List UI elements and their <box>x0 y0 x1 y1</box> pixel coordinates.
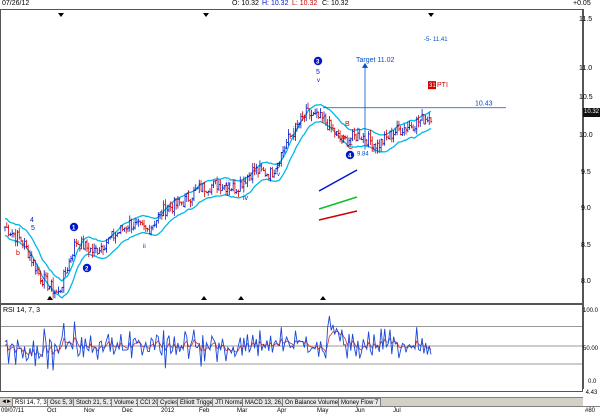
month-label: Mar <box>237 408 248 414</box>
price-tick: 8.0 <box>581 278 591 285</box>
price-tick: 11.5 <box>579 16 593 23</box>
wave-a-label: a <box>40 278 44 284</box>
wave-B-label: B <box>345 121 350 128</box>
month-label: May <box>317 408 329 414</box>
price-tick: 10.5 <box>579 94 593 101</box>
top-marker-icon <box>58 13 64 17</box>
pti-value: 31 <box>429 83 436 89</box>
wave-iii-label: iii <box>226 181 231 188</box>
price-chart: 10.43 Target 11.02 9.84 -5- 11.41 31 PTI 1 2 3 4 4… <box>3 13 506 302</box>
target-arrow-head <box>362 62 368 68</box>
month-label: 2012 <box>161 408 175 414</box>
trend-line-green <box>318 196 358 210</box>
bottom-marker-icon <box>238 296 244 300</box>
pti-label: PTI <box>437 82 448 89</box>
wave-iv-label: iv <box>243 195 249 202</box>
bottom-marker-icon <box>201 296 207 300</box>
wave-3-label: 3 <box>276 163 280 170</box>
price-tick: 9.5 <box>581 169 591 176</box>
wave-1-circle: 1 <box>72 226 76 232</box>
wave-3-circle: 3 <box>316 60 320 66</box>
target-label: Target 11.02 <box>356 57 395 64</box>
tab-scroll-right-icon[interactable]: ► <box>6 399 12 405</box>
rsi-chart <box>1 315 582 371</box>
wave-2-circle-bg <box>82 263 92 273</box>
lower-band-line <box>4 120 432 299</box>
wave-iii-label-2: iii <box>293 127 298 134</box>
rsi-current-value: 4.43 <box>585 390 598 396</box>
rsi-tick: 100.0 <box>583 308 599 314</box>
rsi-axis: 100.0 50.00 0.0 <box>583 304 600 392</box>
trend-line-blue <box>318 169 358 192</box>
rsi-line <box>4 315 432 371</box>
month-label: Apr <box>277 408 287 414</box>
wave-3-circle-bg <box>313 56 323 66</box>
resistance-label: 10.43 <box>475 101 493 108</box>
wave-1-circle-bg <box>69 222 79 232</box>
wave-C-label: C <box>348 144 353 151</box>
header-close: C: 10.32 <box>322 0 349 7</box>
month-label: Jun <box>355 408 365 414</box>
month-label: Nov <box>84 408 95 414</box>
wave-4-circle: 4 <box>348 154 352 160</box>
top-marker-icon <box>428 13 434 17</box>
top-marker-icon <box>203 13 209 17</box>
rsi-tick: 50.00 <box>583 346 599 352</box>
month-label: Jul <box>393 408 401 414</box>
rsi-value-box: 4.43 <box>583 389 600 397</box>
rsi-pane[interactable]: RSI 14, 7, 3 <box>0 304 583 392</box>
alt-target-label: -5- 11.41 <box>424 37 448 43</box>
header-low: L: 10.32 <box>292 0 318 7</box>
wave-5-label-2: 5 <box>316 69 320 76</box>
month-label: Dec <box>122 408 133 414</box>
month-label: Oct <box>47 408 57 414</box>
bottom-marker-icon <box>47 296 53 300</box>
wave-2-circle: 2 <box>85 267 89 273</box>
pti-badge <box>428 81 436 90</box>
wave-v-label-2: v <box>317 78 320 84</box>
wave-4-circle-bg <box>345 150 355 160</box>
wave-b-label: b <box>16 250 20 257</box>
bottom-marker-icon <box>320 296 326 300</box>
wave-A-label: A <box>341 135 346 142</box>
header-change: +0.05 <box>573 0 591 7</box>
wave-v-label: v <box>277 172 280 178</box>
header-date: 07/26/12 <box>2 0 30 7</box>
trend-line-red <box>318 210 358 221</box>
wave-5-label: 5 <box>31 225 35 232</box>
upper-band-line <box>4 103 432 282</box>
date-axis: 09/07/11 Oct Nov Dec 2012 Feb Mar Apr Ma… <box>0 406 600 416</box>
wave-ii-label: ii <box>143 244 146 250</box>
price-chart-pane[interactable]: 10.43 Target 11.02 9.84 -5- 11.41 31 PTI 1 2 3 4 4… <box>0 9 583 304</box>
chart-header: 07/26/12 O: 10.32 H: 10.32 L: 10.32 C: 1… <box>0 0 600 9</box>
record-count: #80 <box>585 408 596 414</box>
low-label: 9.84 <box>357 152 369 158</box>
wave-i-label: i <box>133 221 134 227</box>
price-axis: 11.5 11.0 10.5 10.0 9.5 9.0 8.5 8.0 <box>579 9 600 304</box>
price-tick: 9.0 <box>581 205 591 212</box>
header-high: H: 10.32 <box>262 0 289 7</box>
current-price-value: 10.32 <box>583 109 599 115</box>
month-label: Feb <box>199 408 210 414</box>
wave-4-label: 4 <box>30 217 34 224</box>
date-axis-start: 09/07/11 <box>1 408 24 414</box>
price-tick: 8.5 <box>581 242 591 249</box>
rsi-tick: 0.0 <box>588 379 597 385</box>
price-tick: 10.0 <box>579 132 593 139</box>
tab-scroll-left-icon[interactable]: ◄ <box>1 399 7 405</box>
rsi-label: RSI 14, 7, 3 <box>3 307 40 314</box>
price-tick: 11.0 <box>579 65 593 72</box>
indicator-tabs: ◄ ► RSI 14, 7, 3 Osc 5, 35 Stoch 21, 5, … <box>0 397 583 407</box>
header-open: O: 10.32 <box>232 0 259 7</box>
tab-money-flow[interactable]: Money Flow 7 <box>338 398 382 407</box>
current-price-marker: 10.32 <box>583 108 600 117</box>
